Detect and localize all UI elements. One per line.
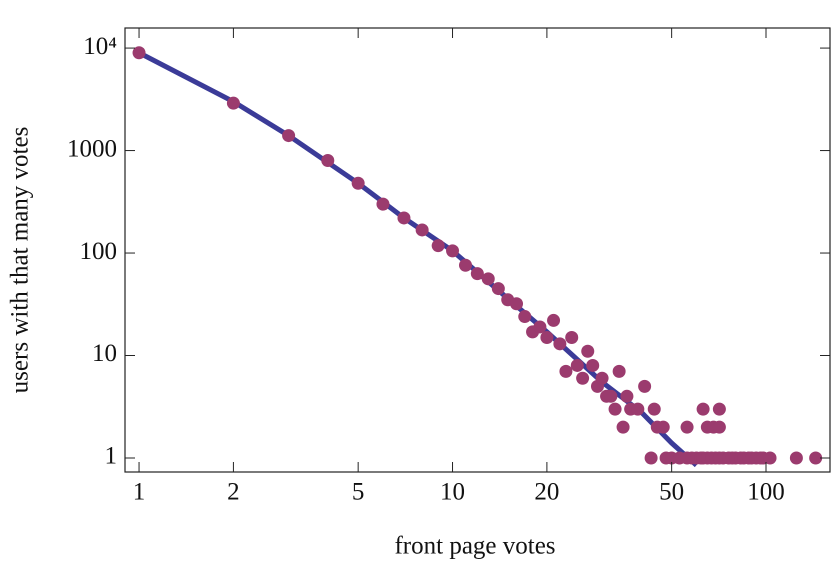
y-tick-label: 1: [105, 443, 118, 470]
point: [789, 451, 803, 465]
point: [415, 223, 429, 237]
point: [631, 402, 645, 416]
point: [638, 379, 652, 393]
point: [581, 344, 595, 358]
point: [680, 420, 694, 434]
point: [586, 358, 600, 372]
x-tick-label: 1: [133, 479, 146, 506]
point: [656, 420, 670, 434]
x-tick-label: 10: [440, 479, 465, 506]
point: [282, 129, 296, 143]
point: [559, 364, 573, 378]
point: [647, 402, 661, 416]
point: [321, 153, 335, 167]
point: [226, 96, 240, 110]
point: [547, 313, 561, 327]
point: [540, 330, 554, 344]
y-tick-label: 10: [92, 340, 117, 367]
point: [446, 244, 460, 258]
point: [553, 337, 567, 351]
y-tick-label: 100: [80, 238, 118, 265]
point: [595, 371, 609, 385]
x-tick-label: 2: [227, 479, 240, 506]
point: [376, 197, 390, 211]
point: [576, 371, 590, 385]
point: [491, 282, 505, 296]
point: [518, 310, 532, 324]
point: [612, 364, 626, 378]
x-tick-label: 5: [352, 479, 365, 506]
point: [616, 420, 630, 434]
point: [397, 211, 411, 225]
x-tick-label: 20: [534, 479, 559, 506]
y-tick-label: 1000: [67, 135, 117, 162]
point: [712, 402, 726, 416]
point: [481, 272, 495, 286]
plot-area: [132, 46, 823, 468]
point: [533, 320, 547, 334]
x-tick-label: 100: [747, 479, 785, 506]
y-axis-title: users with that many votes: [7, 127, 34, 394]
x-axis-title: front page votes: [394, 533, 555, 560]
point: [431, 239, 445, 253]
point: [565, 330, 579, 344]
point: [604, 389, 618, 403]
point: [712, 420, 726, 434]
plot-frame: [124, 27, 831, 473]
point: [510, 297, 524, 311]
point: [608, 402, 622, 416]
x-tick-label: 50: [659, 479, 684, 506]
point: [570, 358, 584, 372]
point: [620, 389, 634, 403]
point: [351, 176, 365, 190]
point: [763, 451, 777, 465]
point: [132, 46, 146, 60]
point: [696, 402, 710, 416]
y-tick-label: 10⁴: [83, 33, 117, 60]
point: [459, 258, 473, 272]
point: [470, 267, 484, 281]
point: [644, 451, 658, 465]
point: [809, 451, 823, 465]
